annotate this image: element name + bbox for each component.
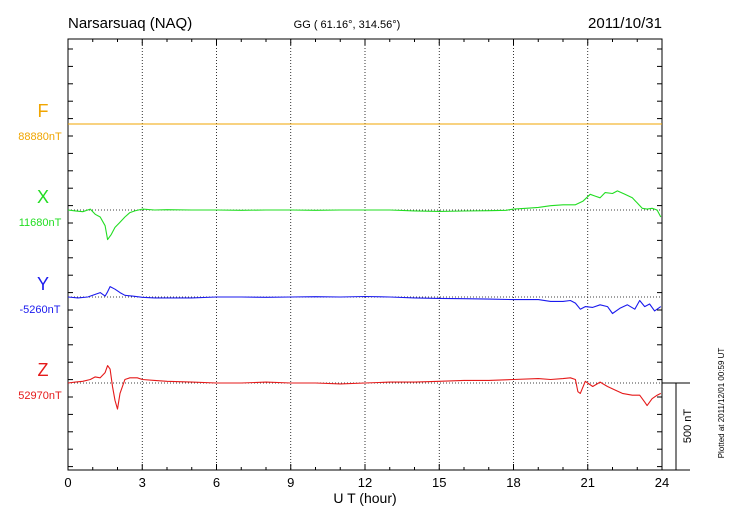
series-line-z xyxy=(67,365,662,410)
series-line-x xyxy=(67,190,662,241)
series-name-x: X xyxy=(37,187,49,207)
x-tick-label: 15 xyxy=(432,475,446,490)
axis-ticks xyxy=(67,39,663,470)
plotted-timestamp: Plotted at 2011/12/01 00:59 UT xyxy=(717,348,726,459)
station-coords: GG ( 61.16°, 314.56°) xyxy=(294,19,401,31)
chart-date: 2011/10/31 xyxy=(588,15,662,32)
series-baseline-x: 11680nT xyxy=(19,217,62,229)
x-tick-label: 24 xyxy=(655,475,669,490)
series-name-y: Y xyxy=(37,274,49,294)
x-tick-label: 6 xyxy=(213,475,220,490)
scale-bar: 500 nT xyxy=(662,382,694,471)
scale-bar-label: 500 nT xyxy=(682,409,694,444)
series-labels: F 88880nT X 11680nT Y -5260nT Z 52970nT xyxy=(18,101,62,402)
x-tick-label: 21 xyxy=(581,475,595,490)
chart-title: Narsarsuaq (NAQ) xyxy=(68,15,192,32)
series-baseline-y: -5260nT xyxy=(20,304,61,316)
series-name-f: F xyxy=(38,101,49,121)
x-tick-label: 12 xyxy=(358,475,372,490)
x-tick-labels: 0 3 6 9 12 15 18 21 24 xyxy=(64,475,669,490)
x-tick-label: 3 xyxy=(139,475,146,490)
x-tick-label: 9 xyxy=(287,475,294,490)
data-series xyxy=(67,123,662,410)
x-tick-label: 18 xyxy=(506,475,520,490)
series-baseline-f: 88880nT xyxy=(18,131,62,143)
x-axis-label: U T (hour) xyxy=(333,490,396,506)
x-tick-label: 0 xyxy=(64,475,71,490)
series-line-y xyxy=(67,286,662,315)
grid-lines xyxy=(68,39,662,470)
series-name-z: Z xyxy=(38,360,49,380)
series-baseline-z: 52970nT xyxy=(18,390,62,402)
